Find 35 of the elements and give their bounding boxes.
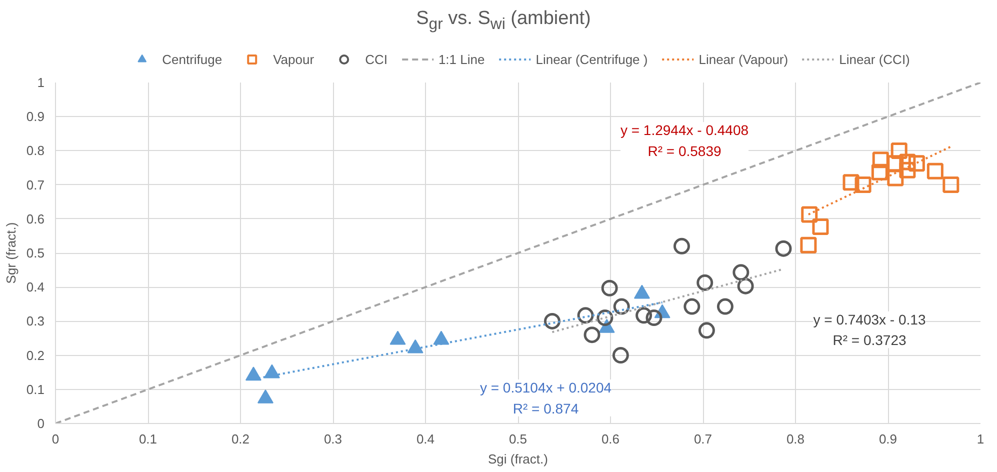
- annotation: y = 0.7403x - 0.13 R² = 0.3723: [813, 311, 926, 348]
- y-tick-label: 0.4: [26, 280, 45, 295]
- legend-label: CCI: [365, 52, 388, 66]
- legend-label: 1:1 Line: [438, 52, 485, 66]
- y-tick-label: 0: [37, 416, 45, 431]
- x-tick-label: 0.1: [138, 432, 158, 446]
- legend-label: Linear (Vapour): [698, 52, 788, 66]
- x-tick-label: 0.4: [416, 432, 435, 446]
- x-tick-label: 0.8: [786, 432, 805, 446]
- x-tick-label: 0.7: [694, 432, 712, 446]
- x-tick-label: 0: [52, 432, 60, 446]
- y-tick-label: 0.6: [26, 211, 45, 226]
- y-tick-label: 0.5: [26, 246, 45, 260]
- y-tick-label: 0.9: [26, 109, 45, 124]
- x-tick-label: 0.9: [878, 432, 898, 446]
- y-tick-label: 1: [37, 75, 45, 90]
- legend-label: Centrifuge: [162, 52, 222, 66]
- annotation: y = 0.5104x + 0.0204 R² = 0.874: [480, 380, 612, 416]
- legend-label: Vapour: [273, 52, 314, 66]
- y-tick-label: 0.1: [26, 382, 45, 397]
- y-axis-title: Sgr (fract.): [3, 222, 18, 284]
- legend-label: Linear (CCI): [839, 52, 910, 66]
- x-tick-label: 0.6: [601, 432, 620, 446]
- y-tick-label: 0.3: [26, 314, 45, 329]
- x-axis-title: Sgi (fract.): [488, 452, 548, 466]
- x-tick-label: 0.5: [508, 432, 528, 446]
- y-tick-label: 0.7: [26, 177, 45, 192]
- x-tick-label: 0.3: [324, 432, 342, 446]
- x-tick-label: 0.2: [231, 432, 250, 446]
- annotation: y = 1.2944x - 0.4408 R² = 0.5839: [620, 122, 749, 159]
- legend-label: Linear (Centrifuge ): [536, 52, 648, 66]
- y-tick-label: 0.2: [26, 348, 45, 363]
- chart-title: S$_{gr}$ vs. S$_{wi}$ (ambient): [415, 7, 592, 35]
- y-tick-label: 0.8: [26, 143, 45, 158]
- x-tick-label: 1: [976, 432, 984, 446]
